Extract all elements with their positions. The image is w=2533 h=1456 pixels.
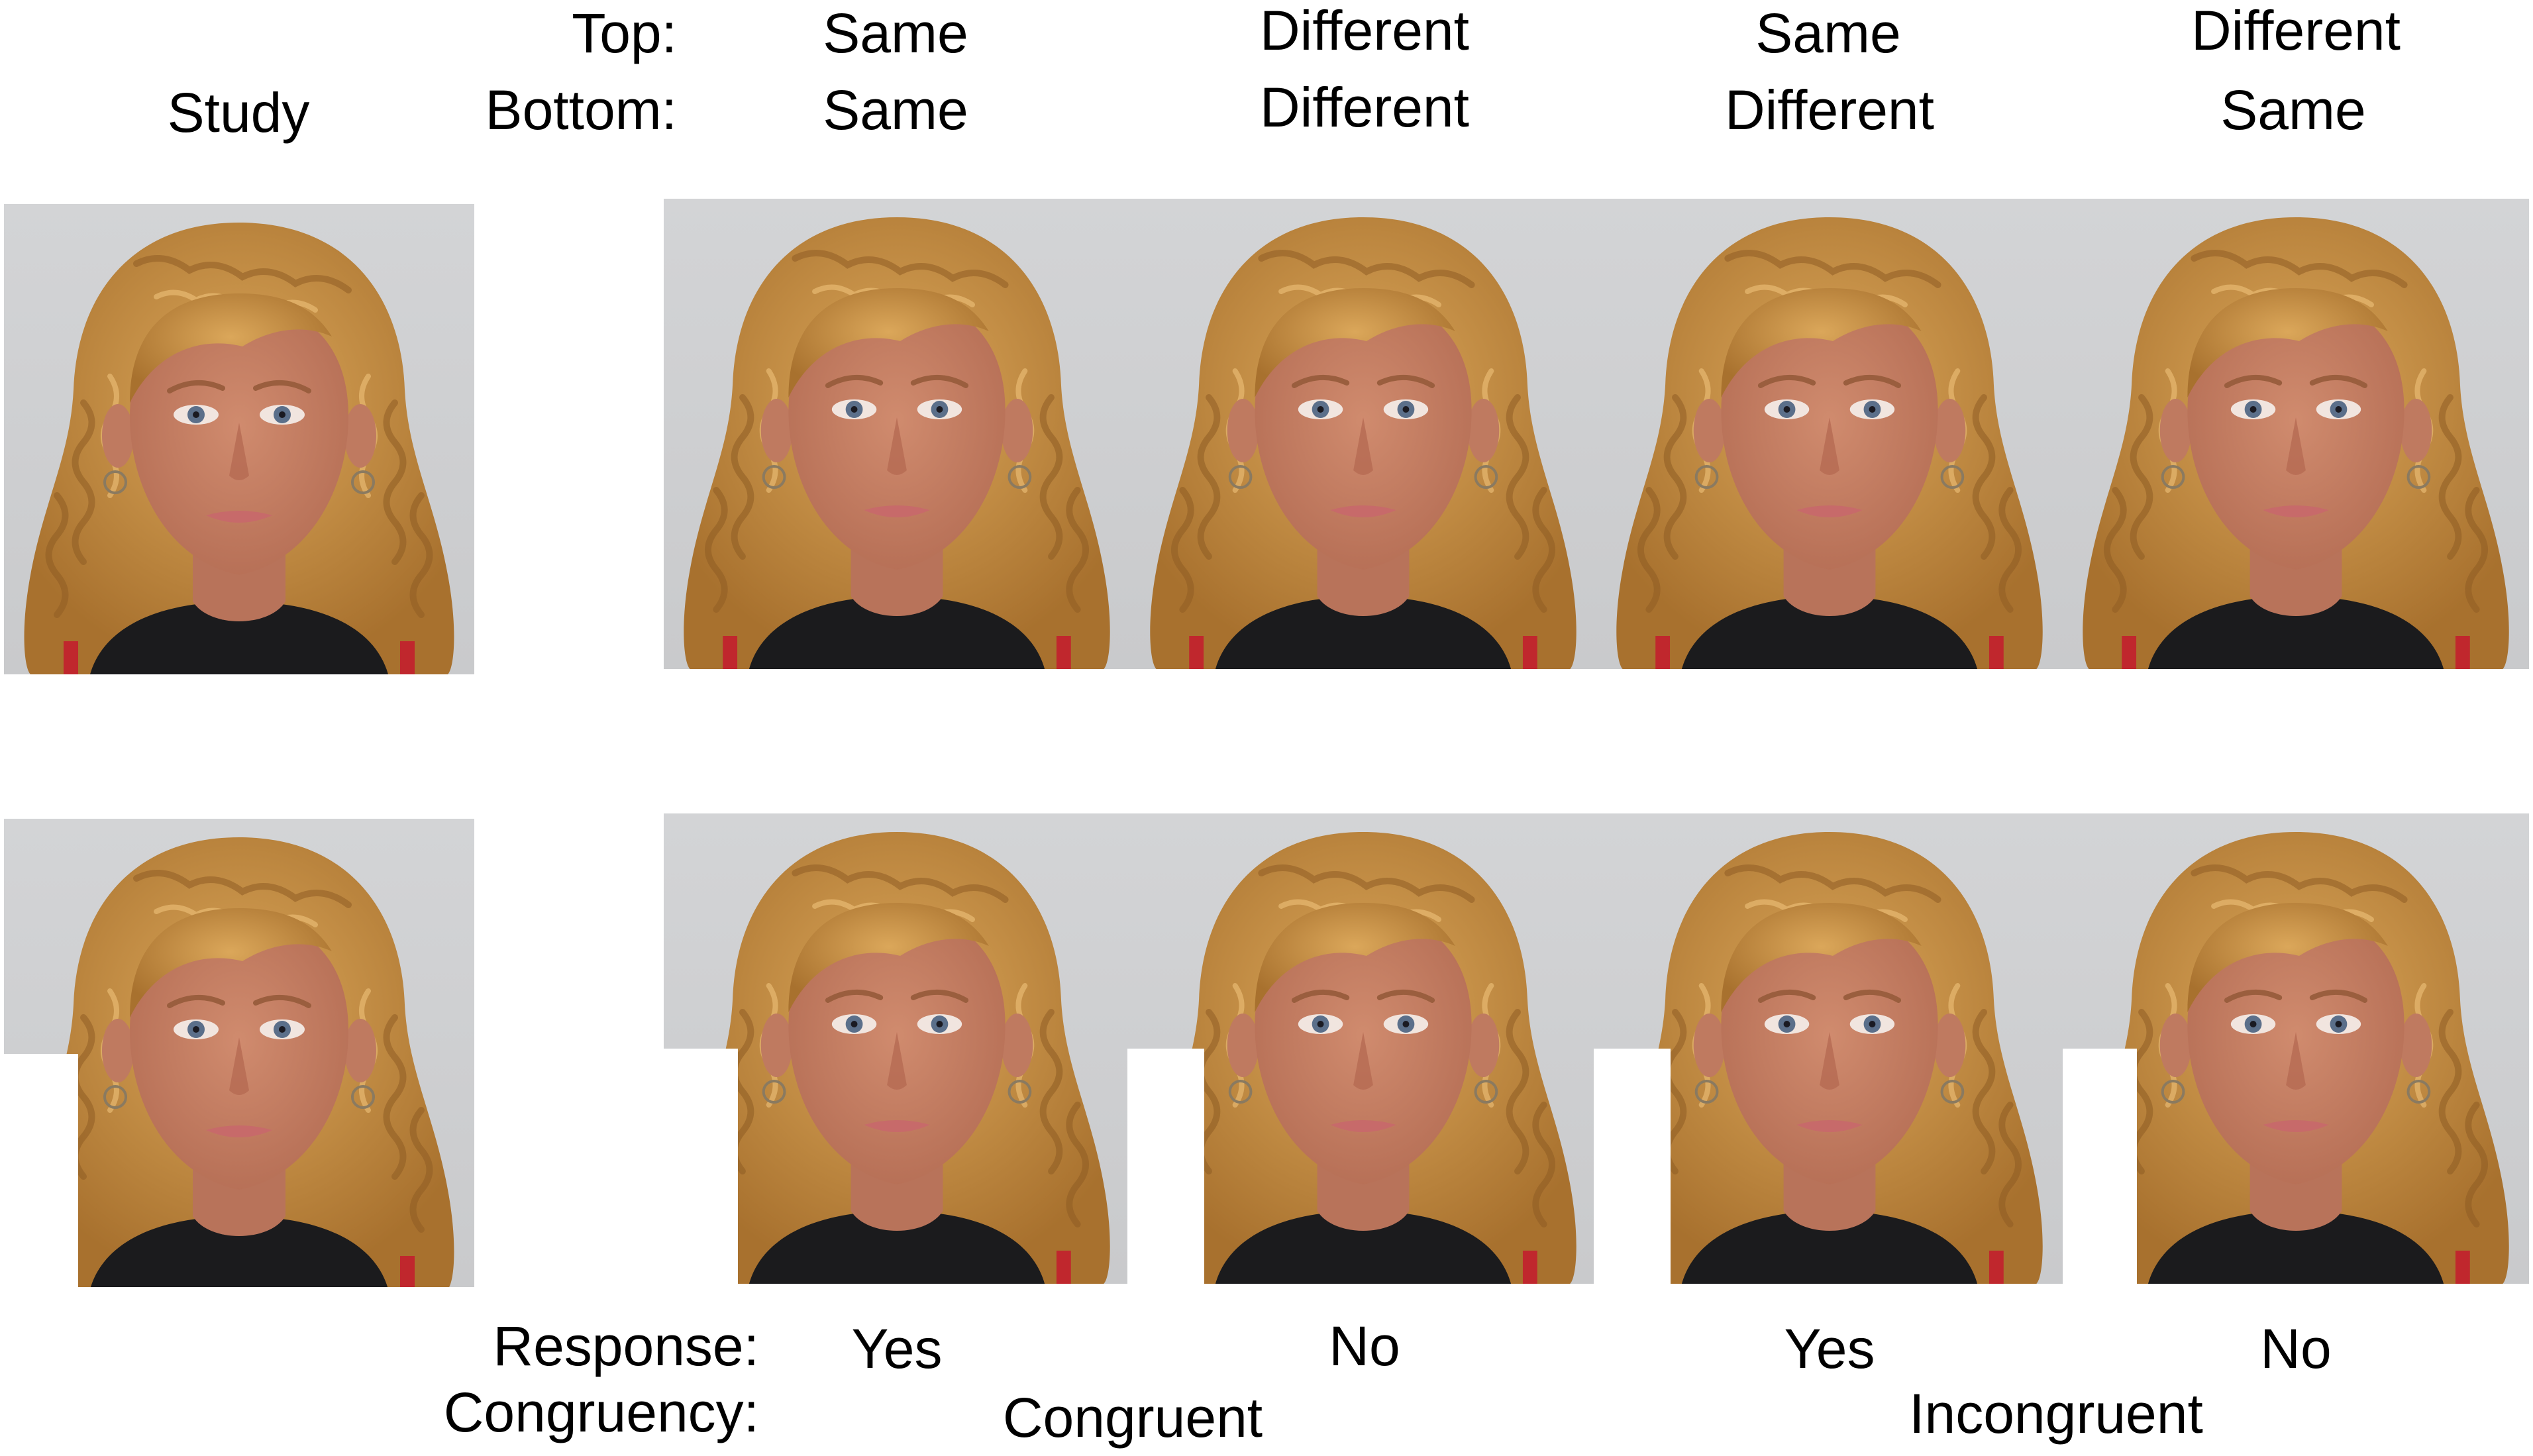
test-face-misaligned-bottom-2: [1204, 1049, 1594, 1284]
top-row-label: Top:: [572, 2, 677, 64]
condition-1-bottom: Same: [823, 79, 968, 141]
test-face-aligned-3: [1596, 199, 2063, 669]
study-face-aligned: [4, 204, 474, 674]
test-face-aligned-1: [664, 199, 1130, 669]
test-face-misaligned-top-3: [1596, 813, 2063, 1049]
response-2: No: [1329, 1315, 1400, 1377]
test-face-aligned-2: [1130, 199, 1596, 669]
condition-2-bottom: Different: [1260, 76, 1469, 138]
test-face-misaligned-bottom-1: [738, 1049, 1127, 1284]
response-1: Yes: [851, 1318, 943, 1380]
condition-4-bottom: Same: [2220, 79, 2366, 141]
test-face-aligned-4: [2063, 199, 2529, 669]
congruency-incongruent: Incongruent: [1909, 1382, 2203, 1445]
congruency-congruent: Congruent: [1002, 1386, 1263, 1449]
condition-4-top: Different: [2191, 0, 2401, 62]
condition-3-bottom: Different: [1725, 79, 1934, 141]
study-label: Study: [167, 81, 310, 144]
condition-3-top: Same: [1755, 2, 1901, 64]
study-face-top-half: [4, 819, 474, 1054]
bottom-row-label: Bottom:: [485, 79, 677, 141]
response-4: No: [2260, 1318, 2332, 1380]
test-face-misaligned-top-1: [664, 813, 1130, 1049]
test-face-misaligned-top-2: [1130, 813, 1596, 1049]
test-face-misaligned-top-4: [2063, 813, 2529, 1049]
test-face-misaligned-bottom-3: [1671, 1049, 2063, 1284]
condition-1-top: Same: [823, 2, 968, 64]
response-3: Yes: [1784, 1318, 1875, 1380]
study-face-bottom-half: [78, 1054, 474, 1287]
response-label: Response:: [493, 1315, 759, 1377]
congruency-label: Congruency:: [443, 1381, 759, 1443]
test-face-misaligned-bottom-4: [2137, 1049, 2529, 1284]
condition-2-top: Different: [1260, 0, 1469, 62]
